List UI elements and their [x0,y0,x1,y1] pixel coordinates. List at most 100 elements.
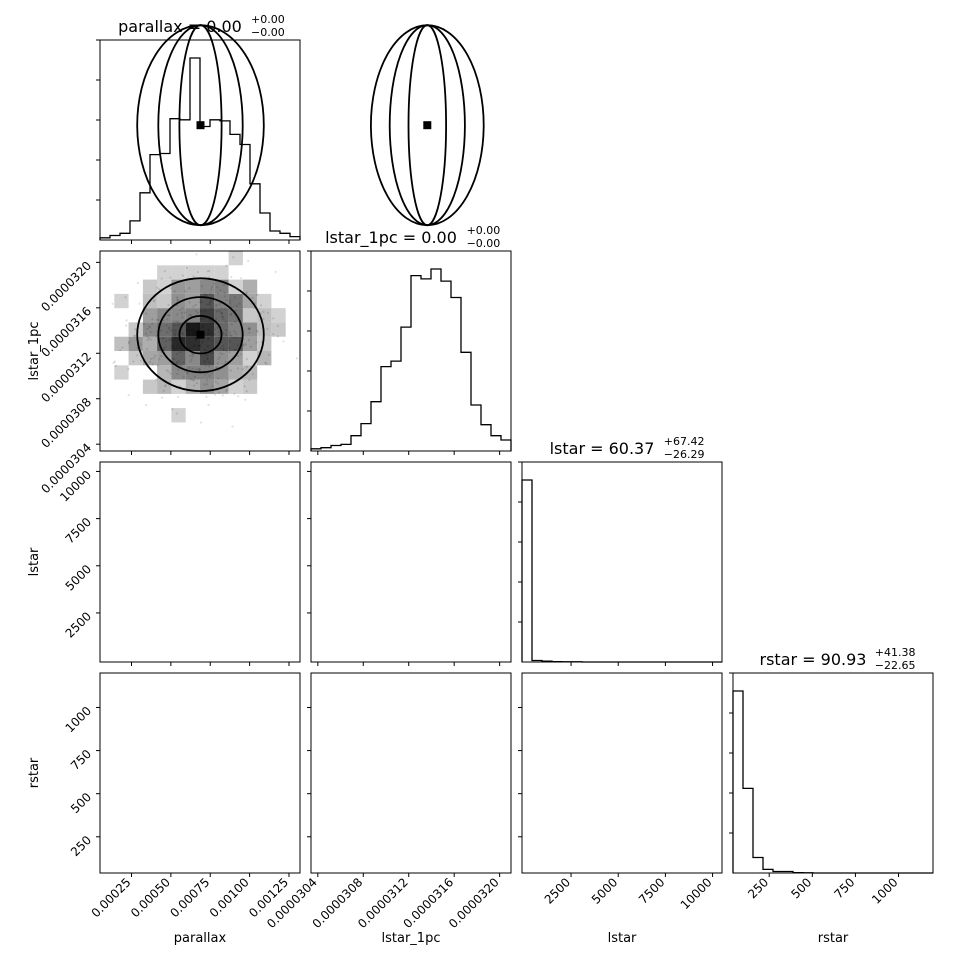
sample-point [185,328,188,331]
sample-point [176,343,179,346]
density-cell [157,365,172,380]
x-tick-label-rstar: 500 [788,875,814,901]
sample-point [230,323,233,326]
panel-frame [732,672,934,874]
sample-point [192,305,195,308]
sample-point [191,328,194,331]
sample-point [158,288,161,291]
sample-point [262,317,265,320]
sample-point [194,332,197,335]
sample-point [201,285,204,288]
sample-point [227,378,230,381]
sample-point [216,292,219,295]
x-tick-label-rstar: 750 [831,875,857,901]
sample-point [228,351,231,354]
sample-point [127,368,130,371]
sample-point [232,256,235,259]
density-cell [228,336,243,351]
sample-point [210,306,213,309]
sample-point [230,334,233,337]
sample-point [179,364,182,367]
panel-frame [521,672,723,874]
y-tick-label-rstar: 750 [68,747,94,773]
sample-point [241,368,244,371]
panel-frame [521,461,723,663]
x-axis-label-lstar: lstar [608,931,637,946]
sample-point [222,347,225,350]
title-lower-error: −0.00 [467,237,501,250]
sample-point [228,302,232,305]
density-cell [185,351,200,366]
sample-point [203,293,206,297]
sample-point [167,303,170,307]
sample-point [168,314,171,317]
sample-point [151,318,154,321]
sample-point [243,385,246,388]
sample-point [161,396,164,399]
sample-point [192,379,196,382]
title-text: lstar_1pc = 0.00 [325,228,457,248]
title-upper-error: +0.00 [467,224,501,237]
sample-point [196,270,199,274]
sample-point [203,373,207,376]
sample-point [193,384,196,387]
sample-point [239,353,242,356]
sample-point [229,299,232,302]
sample-point [217,357,220,361]
sample-point [206,338,209,342]
sample-point [188,329,191,332]
sample-point [251,373,254,376]
sample-point [198,369,201,372]
panel-parallax-lstar_1pc [96,250,301,455]
sample-point [207,332,210,335]
sample-point [237,395,240,398]
sample-point [188,323,191,326]
sample-point [194,333,197,336]
sample-point [229,313,232,316]
sample-point [235,332,238,335]
sample-point [217,391,221,394]
sample-point [266,311,270,314]
density-cell [114,293,129,309]
sample-point [152,357,155,360]
density-cell [200,279,215,294]
sample-point [188,313,191,317]
sample-point [175,320,178,323]
sample-point [221,312,224,315]
sample-point [169,287,172,290]
sample-point [173,290,176,293]
density-cell [171,308,186,323]
sample-point [223,291,226,294]
sample-point [168,338,171,341]
sample-point [208,360,211,363]
sample-point [214,380,217,383]
sample-point [242,344,245,347]
sample-point [127,394,130,397]
sample-point [234,309,237,312]
density-cell [242,379,258,394]
x-axis-label-lstar_1pc: lstar_1pc [382,931,441,946]
sample-point [170,346,173,349]
sample-point [256,293,259,296]
sample-point [199,345,202,348]
sample-point [198,301,201,304]
sample-point [222,318,225,321]
sample-point [216,286,219,289]
sample-point [188,331,191,334]
sample-point [210,288,213,291]
sample-point [211,385,214,388]
sample-point [142,322,146,326]
sample-point [199,421,203,424]
sample-point [156,286,159,289]
panel-frame [310,672,512,874]
sample-point [206,270,209,273]
y-tick-label-rstar: 1000 [63,704,94,735]
density-cell [185,279,200,294]
sample-point [181,316,184,319]
density-cell [257,336,272,351]
density-peak [423,121,432,130]
x-tick-label-lstar: 10000 [678,875,715,912]
sample-point [132,360,135,363]
sample-point [201,326,204,329]
sample-point [206,357,209,361]
